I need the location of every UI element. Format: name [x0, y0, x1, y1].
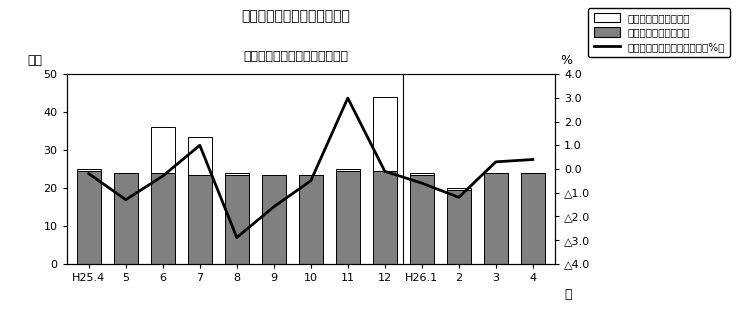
Bar — [188, 137, 212, 175]
現金給与総額対前年同月比（%） — [195, 144, 204, 147]
現金給与総額対前年同月比（%） — [269, 205, 278, 209]
Bar — [151, 127, 175, 173]
Legend: 特別に支払われた給与, きまって支給する給与, 現金給与総額対前年同月比（%）: 特別に支払われた給与, きまって支給する給与, 現金給与総額対前年同月比（%） — [588, 8, 730, 57]
現金給与総額対前年同月比（%） — [343, 96, 352, 100]
Text: 月: 月 — [565, 288, 572, 301]
Text: 第１図　現金給与総額の推移: 第１図 現金給与総額の推移 — [241, 9, 351, 23]
Bar — [447, 190, 471, 264]
現金給与総額対前年同月比（%） — [417, 181, 426, 185]
現金給与総額対前年同月比（%） — [84, 172, 93, 175]
Bar — [77, 169, 101, 171]
Bar — [151, 173, 175, 264]
現金給与総額対前年同月比（%） — [158, 174, 167, 178]
Bar — [447, 188, 471, 190]
現金給与総額対前年同月比（%） — [306, 179, 315, 183]
Bar — [410, 173, 434, 175]
Bar — [336, 171, 360, 264]
Bar — [114, 173, 138, 264]
Bar — [188, 175, 212, 264]
現金給与総額対前年同月比（%） — [232, 236, 241, 239]
Bar — [299, 175, 323, 264]
Bar — [373, 97, 397, 171]
現金給与総額対前年同月比（%） — [454, 195, 463, 199]
Text: 万円: 万円 — [27, 54, 42, 67]
Bar — [77, 171, 101, 264]
現金給与総額対前年同月比（%） — [491, 160, 500, 164]
Bar — [484, 173, 508, 264]
Bar — [225, 175, 249, 264]
Bar — [225, 173, 249, 175]
Bar — [373, 171, 397, 264]
現金給与総額対前年同月比（%） — [528, 157, 537, 161]
Text: %: % — [560, 54, 572, 67]
Bar — [262, 175, 286, 264]
Text: （規模５人以上　調査産業計）: （規模５人以上 調査産業計） — [243, 50, 349, 63]
Bar — [336, 169, 360, 171]
現金給与総額対前年同月比（%） — [380, 170, 389, 173]
Bar — [410, 175, 434, 264]
Bar — [521, 173, 545, 264]
Line: 現金給与総額対前年同月比（%）: 現金給与総額対前年同月比（%） — [89, 98, 533, 237]
現金給与総額対前年同月比（%） — [121, 198, 130, 202]
